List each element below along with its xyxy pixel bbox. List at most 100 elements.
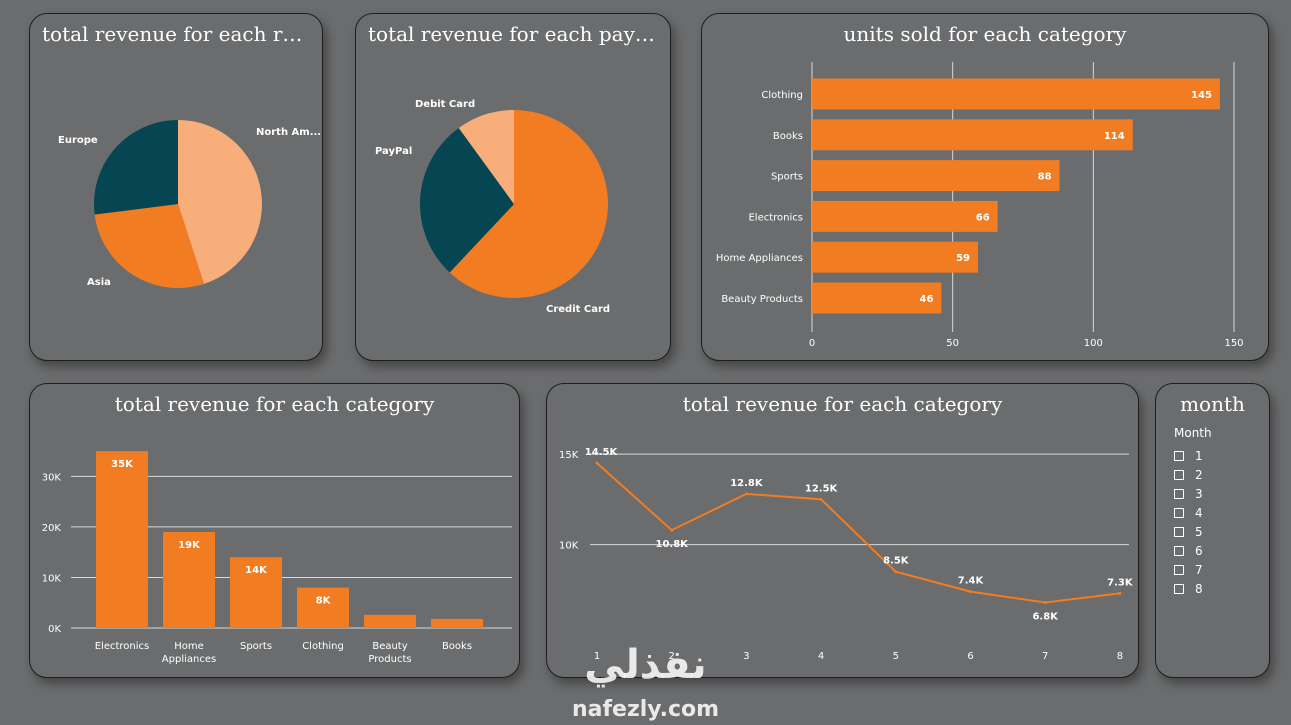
revenue-month-point <box>595 461 599 465</box>
revenue-category-bar <box>297 587 349 628</box>
region-pie-chart: North Am... Asia Europe <box>58 120 321 288</box>
payment-pie-slice <box>420 127 514 273</box>
units-data-label: 145 <box>1191 90 1212 101</box>
revenue-month-data-label: 14.5K <box>585 447 619 458</box>
payment-pie-card: total revenue for each paym... Credit Ca… <box>355 13 671 361</box>
month-option-label: 3 <box>1195 486 1203 501</box>
revenue-category-chart: 0K 10K 20K 30K 35K Electronics 19K Home Applianc… <box>42 451 512 665</box>
revenue-month-x-tick-label: 8 <box>1117 651 1123 662</box>
units-bar-chart: 0 50 100 150 Clothing 145 Books 114 Sports 88 Elec… <box>716 62 1244 349</box>
revenue-month-point <box>894 570 898 574</box>
checkbox-icon[interactable] <box>1174 469 1184 480</box>
checkbox-icon[interactable] <box>1174 450 1184 461</box>
units-x-tick-label: 150 <box>1224 338 1243 349</box>
revenue-month-data-label: 12.8K <box>730 478 764 489</box>
revenue-category-y-tick-label: 30K <box>42 472 62 483</box>
units-x-tick-label: 50 <box>946 338 959 349</box>
region-pie-card: total revenue for each re... North Am...… <box>29 13 323 361</box>
revenue-category-x-tick-label: Beauty <box>372 641 407 652</box>
revenue-month-point <box>670 528 674 532</box>
region-pie-slice-label: Asia <box>87 277 111 288</box>
revenue-month-point <box>969 590 972 594</box>
units-bar <box>812 200 998 232</box>
revenue-category-x-tick-label: Appliances <box>162 654 216 665</box>
revenue-month-x-tick-label: 7 <box>1042 651 1048 662</box>
units-category-label: Home Appliances <box>716 253 803 264</box>
month-option-label: 4 <box>1195 505 1203 520</box>
revenue-month-data-label: 10.8K <box>655 539 689 550</box>
revenue-category-x-tick-label: Electronics <box>95 641 150 652</box>
units-data-label: 46 <box>919 294 933 305</box>
units-data-label: 59 <box>956 253 970 264</box>
payment-pie-chart: Credit Card PayPal Debit Card <box>375 99 610 315</box>
units-data-label: 88 <box>1038 172 1052 183</box>
checkbox-icon[interactable] <box>1174 488 1184 499</box>
month-option-label: 6 <box>1195 543 1203 558</box>
month-option-4[interactable]: 4 <box>1174 503 1203 522</box>
revenue-month-point <box>1118 591 1122 595</box>
revenue-category-bar <box>230 557 282 628</box>
revenue-category-data-label: 19K <box>178 540 201 551</box>
revenue-month-x-tick-label: 3 <box>743 651 749 662</box>
revenue-month-data-label: 6.8K <box>1032 611 1059 622</box>
revenue-month-data-label: 8.5K <box>883 556 910 567</box>
watermark-arabic: نفذلي <box>584 642 707 688</box>
checkbox-icon[interactable] <box>1174 545 1184 556</box>
month-option-label: 7 <box>1195 562 1203 577</box>
units-category-label: Sports <box>771 172 803 183</box>
payment-pie-slice <box>458 110 514 204</box>
revenue-month-x-tick-label: 2 <box>669 651 675 662</box>
checkbox-icon[interactable] <box>1174 507 1184 518</box>
revenue-category-bar <box>431 618 483 628</box>
units-data-label: 66 <box>976 212 990 223</box>
region-pie-slice-label: Europe <box>58 135 98 146</box>
payment-pie-slice <box>449 109 608 298</box>
units-bar <box>812 282 942 314</box>
revenue-category-data-label: 35K <box>111 459 134 470</box>
revenue-category-bar <box>364 614 416 628</box>
month-option-5[interactable]: 5 <box>1174 522 1203 541</box>
revenue-month-y-tick-label: 10K <box>559 541 579 552</box>
revenue-category-data-label: 14K <box>245 565 268 576</box>
units-bar <box>812 119 1133 151</box>
month-slicer-card: month Month 1 2 3 4 5 6 7 8 <box>1155 383 1270 678</box>
checkbox-icon[interactable] <box>1174 526 1184 537</box>
revenue-month-chart: 10K 15K 14.5K 1 10.8K 2 12.8K 3 12.5K 4 8.5K 5 7.4K 6… <box>559 447 1134 662</box>
revenue-month-x-tick-label: 1 <box>594 651 600 662</box>
revenue-month-data-label: 7.4K <box>958 576 985 587</box>
units-category-label: Books <box>773 131 803 142</box>
revenue-month-data-label: 12.5K <box>805 483 839 494</box>
revenue-month-x-tick-label: 5 <box>893 651 899 662</box>
revenue-month-point <box>819 497 823 501</box>
units-bar <box>812 241 978 273</box>
region-pie-slice-label: North Am... <box>256 127 321 138</box>
units-category-label: Electronics <box>748 212 803 223</box>
units-bar-card: units sold for each category 0 50 100 150 Cl… <box>701 13 1269 361</box>
revenue-month-card: total revenue for each category 10K 15K 14… <box>546 383 1139 678</box>
units-x-tick-label: 0 <box>809 338 815 349</box>
payment-pie-slice-label: Debit Card <box>415 99 475 110</box>
month-option-6[interactable]: 6 <box>1174 541 1203 560</box>
revenue-category-card: total revenue for each category 0K 10K 20K… <box>29 383 520 678</box>
revenue-category-x-tick-label: Sports <box>240 641 272 652</box>
units-x-tick-label: 100 <box>1084 338 1103 349</box>
revenue-category-data-label: 8K <box>316 596 332 607</box>
revenue-category-bar <box>163 531 215 628</box>
month-option-3[interactable]: 3 <box>1174 484 1203 503</box>
month-option-label: 5 <box>1195 524 1203 539</box>
month-option-label: 8 <box>1195 581 1203 596</box>
checkbox-icon[interactable] <box>1174 583 1184 594</box>
month-option-7[interactable]: 7 <box>1174 560 1203 579</box>
revenue-month-x-tick-label: 4 <box>818 651 824 662</box>
payment-pie-slice-label: Credit Card <box>546 304 610 315</box>
units-category-label: Clothing <box>761 90 803 101</box>
revenue-category-x-tick-label: Books <box>442 641 472 652</box>
revenue-category-bar <box>96 451 148 628</box>
month-option-8[interactable]: 8 <box>1174 579 1203 598</box>
month-option-2[interactable]: 2 <box>1174 465 1203 484</box>
watermark-latin: nafezly.com <box>571 697 720 722</box>
revenue-month-point <box>1043 600 1047 604</box>
month-option-1[interactable]: 1 <box>1174 446 1203 465</box>
checkbox-icon[interactable] <box>1174 564 1184 575</box>
revenue-category-x-tick-label: Clothing <box>302 641 344 652</box>
